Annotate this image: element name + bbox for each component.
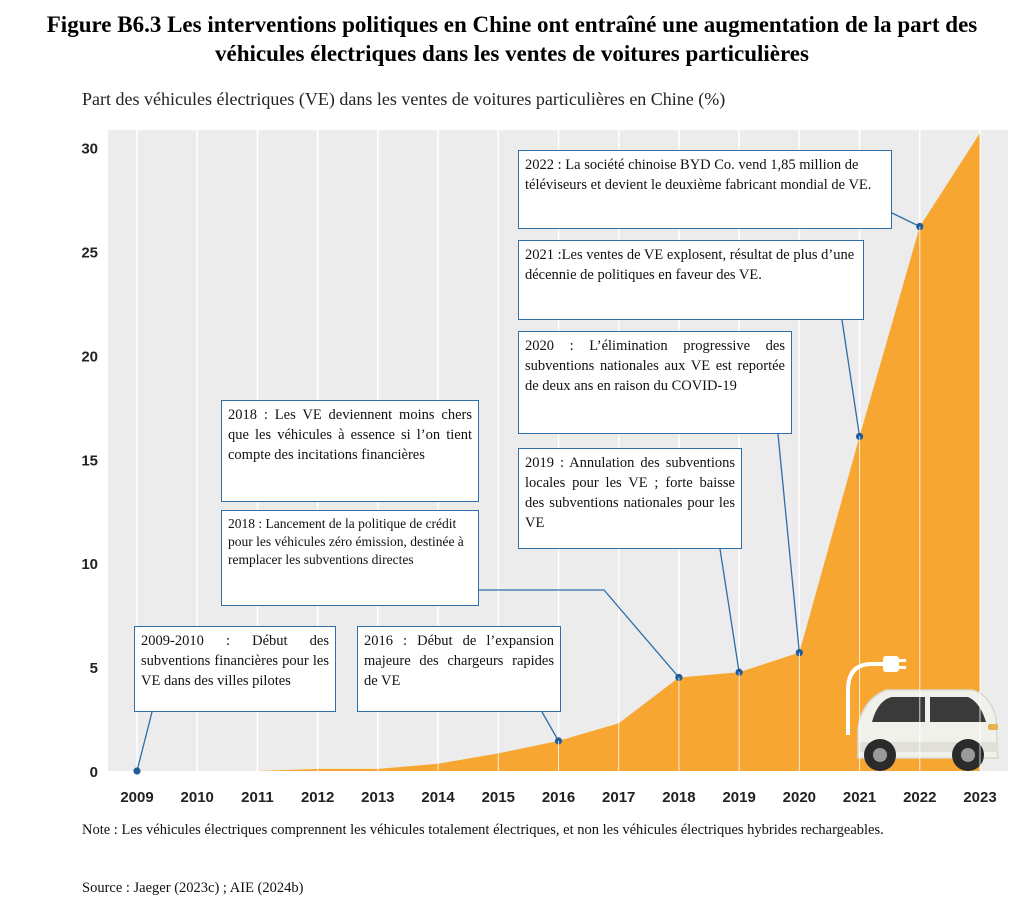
callout-leader — [136, 711, 153, 772]
y-tick-label: 5 — [90, 660, 98, 677]
callout-text: 2018 : Les VE deviennent moins chers que… — [228, 407, 472, 463]
y-tick-label: 10 — [81, 556, 98, 573]
callout-text: 2022 : La société chinoise BYD Co. vend … — [525, 157, 872, 193]
x-tick-label: 2018 — [662, 789, 695, 806]
y-tick-label: 20 — [81, 348, 98, 365]
x-tick-label: 2021 — [843, 789, 876, 806]
callout-text: 2009-2010 : Début des subventions financ… — [141, 633, 329, 689]
x-tick-label: 2019 — [722, 789, 755, 806]
electric-car-icon — [846, 656, 999, 771]
x-tick-label: 2014 — [421, 789, 455, 806]
x-tick-label: 2011 — [241, 789, 274, 806]
chart-note: Note : Les véhicules électriques compren… — [82, 822, 884, 838]
y-tick-label: 15 — [81, 452, 98, 469]
x-tick-label: 2023 — [963, 789, 996, 806]
data-point — [133, 767, 141, 775]
x-tick-label: 2012 — [301, 789, 334, 806]
callout-leader — [889, 211, 921, 228]
y-axis: 0 5 10 15 20 25 30 — [81, 141, 98, 781]
x-tick-label: 2010 — [181, 789, 214, 806]
callout-leader — [541, 711, 560, 742]
callout-text: 2020 : L’élimination progressive des sub… — [525, 338, 785, 394]
callout-leader — [479, 589, 680, 678]
x-tick-label: 2016 — [542, 789, 575, 806]
figure-title: Figure B6.3 Les interventions politiques… — [46, 12, 978, 66]
x-tick-label: 2013 — [361, 789, 394, 806]
callout-leaders — [136, 211, 921, 772]
y-tick-label: 30 — [81, 141, 98, 158]
callout-2018-credit: 2018 : Lancement de la politique de créd… — [221, 510, 479, 606]
callout-2022: 2022 : La société chinoise BYD Co. vend … — [518, 150, 892, 229]
x-tick-label: 2020 — [783, 789, 816, 806]
callout-text: 2021 :Les ventes de VE explosent, résult… — [525, 247, 855, 283]
callout-text: 2019 : Annulation des subventions locale… — [525, 455, 735, 531]
charging-plug-icon — [883, 656, 906, 672]
callout-2018-cost: 2018 : Les VE deviennent moins chers que… — [221, 400, 479, 502]
chart-source: Source : Jaeger (2023c) ; AIE (2024b) — [82, 880, 304, 896]
callout-2020: 2020 : L’élimination progressive des sub… — [518, 331, 792, 434]
callout-2009-2010: 2009-2010 : Début des subventions financ… — [134, 626, 336, 712]
x-tick-label: 2017 — [602, 789, 635, 806]
callout-text: 2016 : Début de l’expansion majeure des … — [364, 633, 554, 689]
callout-leader — [777, 433, 801, 653]
callout-2019: 2019 : Annulation des subventions locale… — [518, 448, 742, 549]
x-tick-label: 2015 — [482, 789, 515, 806]
cable — [846, 662, 885, 735]
chart-subtitle: Part des véhicules électriques (VE) dans… — [82, 89, 726, 109]
x-axis: 2009 2010 2011 2012 2013 2014 2015 2016 2017 2018… — [120, 789, 996, 806]
x-tick-label: 2009 — [120, 789, 153, 806]
callout-2016: 2016 : Début de l’expansion majeure des … — [357, 626, 561, 712]
x-tick-label: 2022 — [903, 789, 936, 806]
callout-2021: 2021 :Les ventes de VE explosent, résult… — [518, 240, 864, 320]
y-tick-label: 0 — [90, 764, 98, 781]
callout-leader — [719, 548, 740, 673]
callout-text: 2018 : Lancement de la politique de créd… — [228, 516, 464, 567]
y-tick-label: 25 — [81, 244, 98, 261]
callout-leader — [841, 319, 861, 437]
